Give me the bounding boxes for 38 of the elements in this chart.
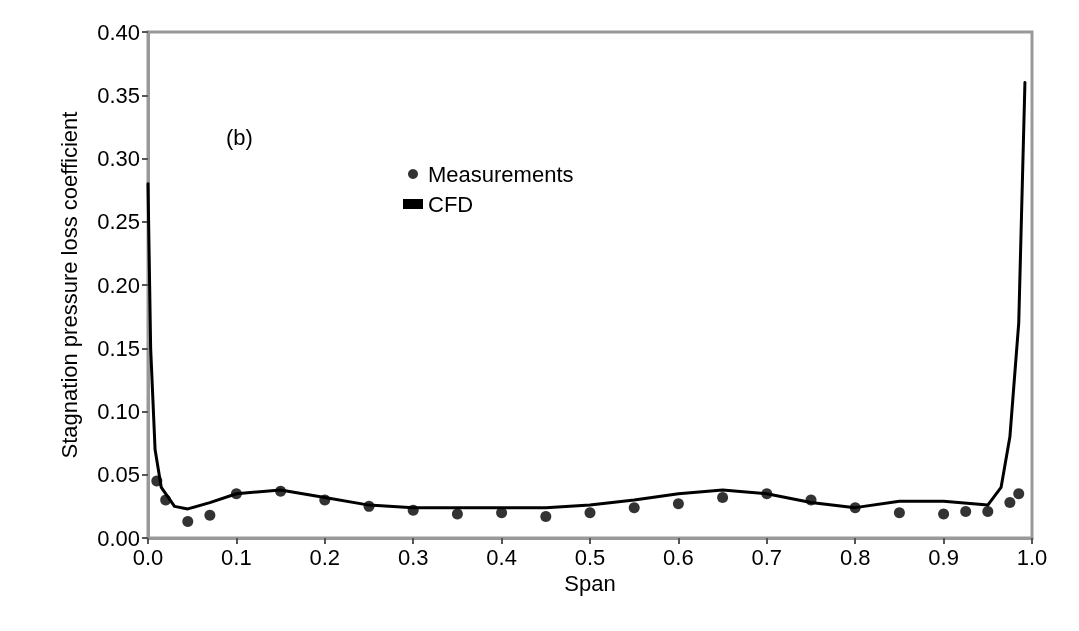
x-tick-label: 0.1 bbox=[221, 544, 252, 570]
y-tick-label: 0.15 bbox=[97, 335, 140, 361]
y-tick-label: 0.25 bbox=[97, 209, 140, 235]
x-tick-label: 0.7 bbox=[751, 544, 783, 570]
x-tick-label: 0.4 bbox=[486, 544, 517, 570]
y-tick-label: 0.20 bbox=[97, 272, 140, 298]
point bbox=[960, 505, 972, 517]
legend-label: Measurements bbox=[428, 161, 574, 187]
point bbox=[451, 508, 463, 520]
y-tick-label: 0.35 bbox=[97, 82, 140, 108]
x-tick-label: 0.8 bbox=[839, 544, 871, 570]
x-tick-label: 0.9 bbox=[928, 544, 959, 570]
point bbox=[672, 498, 684, 510]
legend-label: CFD bbox=[428, 191, 474, 217]
y-tick-label: 0.00 bbox=[97, 525, 140, 551]
y-tick-label: 0.40 bbox=[97, 19, 140, 45]
x-tick-label: 1.0 bbox=[1016, 544, 1048, 570]
y-axis-title: Stagnation pressure loss coefficient bbox=[56, 111, 82, 459]
x-tick-label: 0.3 bbox=[397, 544, 429, 570]
x-tick-label: 0.2 bbox=[309, 544, 341, 570]
point bbox=[938, 508, 950, 520]
y-tick-label: 0.30 bbox=[97, 146, 140, 171]
point bbox=[717, 492, 729, 504]
point bbox=[584, 507, 596, 519]
annotation: (b) bbox=[226, 124, 253, 150]
point bbox=[893, 507, 905, 519]
x-tick-label: 0.5 bbox=[574, 544, 606, 570]
point bbox=[982, 505, 994, 517]
x-tick-label: 0.6 bbox=[663, 544, 694, 570]
point bbox=[1004, 497, 1016, 509]
x-axis-title: Span bbox=[564, 571, 616, 597]
point bbox=[1013, 488, 1025, 500]
y-tick-label: 0.10 bbox=[97, 399, 140, 424]
y-tick-label: 0.05 bbox=[97, 462, 140, 488]
point bbox=[628, 502, 640, 514]
point bbox=[182, 516, 194, 528]
point bbox=[540, 511, 552, 522]
point bbox=[204, 509, 216, 521]
